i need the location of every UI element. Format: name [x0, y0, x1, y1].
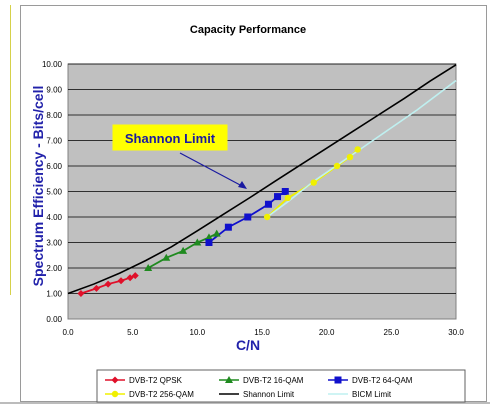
legend-label: DVB-T2 64-QAM — [352, 376, 413, 385]
data-point-0 — [104, 280, 112, 288]
chart-title: Capacity Performance — [190, 24, 306, 36]
series-line-5 — [266, 79, 457, 218]
data-point-1 — [162, 253, 171, 261]
left-edge-rule — [0, 5, 11, 295]
bottom-rule — [0, 402, 490, 404]
gridlines — [68, 63, 456, 294]
y-tick-label: 0.00 — [46, 315, 62, 324]
data-point-3 — [284, 194, 292, 202]
callout-label: Shannon Limit — [125, 131, 216, 146]
y-tick-labels: 0.00 1.00 2.00 3.00 4.00 5.00 6.00 7.00 8.00 9.00… — [42, 60, 63, 324]
callout-arrow-line — [179, 152, 243, 187]
legend-box — [96, 369, 466, 403]
data-point-1 — [193, 238, 202, 246]
y-tick-label: 9.00 — [46, 86, 62, 95]
x-axis-label: C/N — [236, 337, 260, 353]
x-tick-labels: 0.0 5.0 10.0 15.0 20.0 25.0 30.0 — [62, 328, 464, 337]
data-point-1 — [204, 233, 213, 241]
legend-label: DVB-T2 QPSK — [129, 376, 183, 385]
data-point-0 — [77, 290, 85, 297]
legend-label: DVB-T2 256-QAM — [129, 390, 194, 399]
y-tick-label: 7.00 — [46, 137, 62, 146]
series-markers — [77, 146, 361, 297]
x-tick-label: 25.0 — [384, 328, 400, 337]
legend-marker — [225, 376, 233, 383]
data-point-2 — [224, 223, 232, 231]
legend-label: Shannon Limit — [243, 390, 295, 399]
data-point-2 — [274, 193, 282, 201]
y-tick-label: 6.00 — [46, 162, 62, 171]
x-tick-label: 5.0 — [127, 328, 139, 337]
shannon-callout: Shannon Limit — [112, 124, 247, 189]
data-point-0 — [131, 272, 139, 280]
callout-box — [112, 124, 228, 151]
legend-label: DVB-T2 16-QAM — [243, 376, 304, 385]
x-tick-label: 0.0 — [62, 328, 74, 337]
x-tick-label: 30.0 — [448, 328, 464, 337]
x-tick-label: 10.0 — [190, 328, 206, 337]
legend-label: BICM Limit — [352, 390, 392, 399]
data-point-2 — [244, 213, 252, 221]
data-point-2 — [264, 200, 272, 208]
y-tick-label: 3.00 — [46, 239, 62, 248]
data-point-0 — [117, 277, 125, 285]
legend-marker — [111, 390, 119, 398]
data-point-3 — [263, 213, 271, 221]
y-tick-label: 10.00 — [42, 60, 63, 69]
legend-marker — [111, 376, 119, 384]
y-tick-label: 8.00 — [46, 111, 62, 120]
data-point-1 — [144, 264, 153, 271]
data-point-1 — [179, 246, 188, 254]
y-tick-label: 1.00 — [46, 290, 62, 299]
series-line-4 — [67, 64, 457, 295]
data-point-3 — [346, 153, 354, 161]
x-tick-label: 20.0 — [319, 328, 335, 337]
y-axis-label: Spectrum Efficiency - Bits/cell — [30, 86, 46, 287]
y-tick-label: 2.00 — [46, 264, 62, 273]
x-tick-label: 15.0 — [254, 328, 270, 337]
data-point-2 — [205, 239, 213, 246]
data-point-0 — [92, 284, 100, 292]
callout-arrowhead-icon — [238, 181, 247, 189]
data-point-3 — [333, 162, 341, 170]
data-point-1 — [212, 229, 221, 237]
y-tick-label: 5.00 — [46, 188, 62, 197]
data-point-3 — [310, 179, 317, 186]
legend: DVB-T2 QPSK DVB-T2 16-QAM DVB-T2 64-QAM DVB… — [105, 376, 413, 399]
data-point-0 — [126, 274, 134, 282]
data-point-2 — [281, 188, 289, 195]
data-point-3 — [354, 146, 361, 153]
y-tick-label: 4.00 — [46, 213, 62, 222]
legend-marker — [334, 376, 342, 384]
